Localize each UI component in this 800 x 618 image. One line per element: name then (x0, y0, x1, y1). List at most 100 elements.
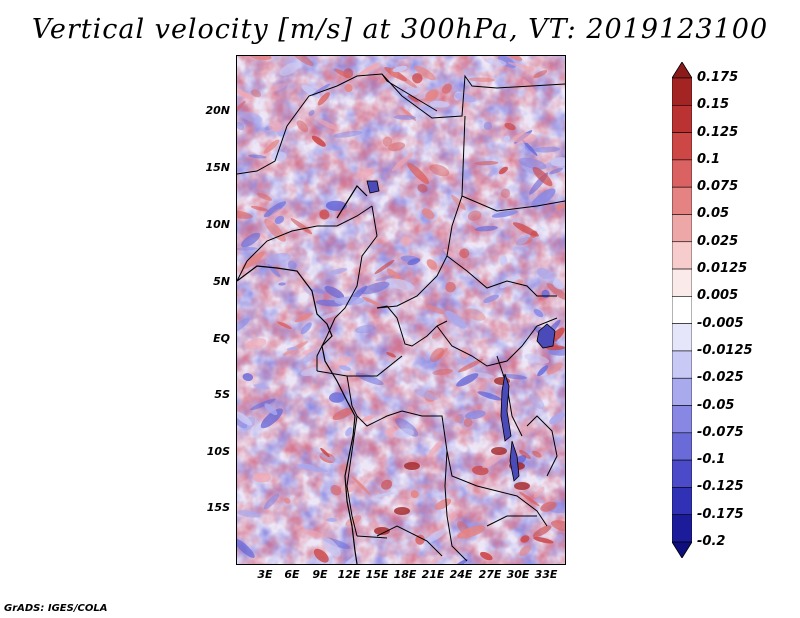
colorbar-level-label: -0.125 (697, 479, 744, 495)
colorbar-level-label: -0.005 (697, 315, 744, 331)
downdraft-cell (414, 388, 438, 401)
downdraft-cell (549, 167, 564, 175)
downdraft-cell (483, 294, 500, 303)
downdraft-cell (317, 452, 344, 465)
updraft-cell (361, 296, 382, 306)
updraft-cell (456, 525, 486, 539)
downdraft-cell (237, 410, 253, 426)
colorbar-level-label: -0.1 (697, 452, 726, 468)
coastline (237, 185, 368, 564)
updraft-cell (400, 236, 411, 247)
updraft-cell (415, 534, 425, 545)
downdraft-cell (306, 467, 329, 473)
colorbar-segment (672, 377, 692, 406)
colorbar-level-label: -0.2 (697, 534, 726, 549)
map-panel (236, 55, 566, 565)
updraft-cell (533, 536, 554, 544)
updraft-cell (540, 501, 557, 512)
downdraft-cell (497, 56, 516, 69)
downdraft-cell (260, 408, 283, 429)
colorbar-segment (672, 514, 692, 543)
updraft-cell (432, 368, 454, 376)
updraft-cell (268, 120, 283, 132)
downdraft-cell (474, 225, 498, 232)
updraft-cell (357, 62, 380, 77)
downdraft-cell (274, 215, 285, 225)
downdraft-cell (239, 111, 263, 123)
downdraft-cell (533, 308, 544, 318)
updraft-cell (459, 248, 470, 259)
downdraft-cell (248, 154, 267, 159)
lon-label-15e: 15E (365, 568, 389, 581)
downdraft-cell (528, 393, 545, 410)
updraft-cell (334, 356, 352, 370)
updraft-cell (296, 120, 309, 133)
great-lakes (366, 180, 556, 482)
colorbar-level-label: -0.05 (697, 397, 735, 413)
colorbar-segment (672, 405, 692, 434)
updraft-cell (425, 304, 445, 315)
downdraft-cell (518, 157, 547, 170)
updraft-cell (445, 281, 456, 293)
updraft-cell (299, 528, 323, 538)
downdraft-cell (392, 428, 415, 439)
updraft-cell (412, 73, 423, 84)
updraft-cell (468, 77, 495, 82)
updraft-cell (546, 362, 563, 375)
downdraft-cell (329, 392, 345, 403)
colorbar-level-label: 0.075 (697, 179, 739, 195)
downdraft-cell (324, 285, 345, 299)
updraft-cell (443, 248, 457, 259)
colorbar-level-label: -0.075 (697, 424, 744, 440)
colorbar-min-arrow (672, 541, 692, 558)
colorbar-segment (672, 268, 692, 297)
downdraft-cell (549, 412, 565, 425)
lat-label-15s: 15S (206, 501, 230, 514)
updraft-cell (555, 203, 565, 211)
colorbar-level-label: 0.15 (697, 97, 730, 113)
colorbar-segment (672, 77, 692, 106)
updraft-cell (450, 194, 466, 211)
colorbar-segment (672, 159, 692, 188)
colorbar-segment (672, 459, 692, 488)
downdraft-cell (319, 311, 339, 320)
updraft-cell (356, 167, 376, 178)
downdraft-cell (524, 353, 550, 364)
colorbar-segment (672, 241, 692, 270)
updraft-cell (245, 338, 267, 350)
updraft-cell (270, 83, 287, 92)
updraft-cell (519, 545, 531, 557)
strong-updraft-cell (394, 507, 410, 515)
downdraft-cell (279, 62, 300, 76)
downdraft-cell (271, 151, 287, 162)
updraft-cell (463, 418, 473, 428)
downdraft-cell (464, 410, 486, 420)
updraft-cell (330, 484, 342, 496)
updraft-cell (290, 218, 313, 235)
downdraft-cell (454, 93, 476, 103)
lat-label-20n: 20N (205, 104, 230, 117)
lon-label-3e: 3E (257, 568, 273, 581)
downdraft-cell (317, 351, 325, 360)
updraft-cell (398, 75, 417, 88)
updraft-cell (248, 56, 272, 61)
updraft-cell (507, 62, 535, 70)
updraft-cell (263, 139, 280, 154)
updraft-cell (454, 415, 462, 423)
updraft-cell (237, 90, 254, 100)
downdraft-cell (300, 322, 312, 335)
updraft-cell (320, 447, 330, 458)
colorbar-segment (672, 296, 692, 324)
updraft-cell (533, 70, 548, 79)
updraft-cell (509, 56, 523, 61)
updraft-cell (522, 79, 536, 95)
downdraft-cell (372, 244, 383, 250)
updraft-cell (434, 498, 452, 510)
colorbar-level-label: 0.1 (697, 151, 721, 167)
grads-credit: GrADS: IGES/COLA (4, 603, 108, 614)
lon-label-27e: 27E (478, 568, 502, 581)
downdraft-cell (325, 200, 347, 211)
lat-label-10n: 10N (205, 218, 230, 231)
strong-updraft-cell (491, 447, 507, 455)
updraft-cell (316, 118, 338, 131)
